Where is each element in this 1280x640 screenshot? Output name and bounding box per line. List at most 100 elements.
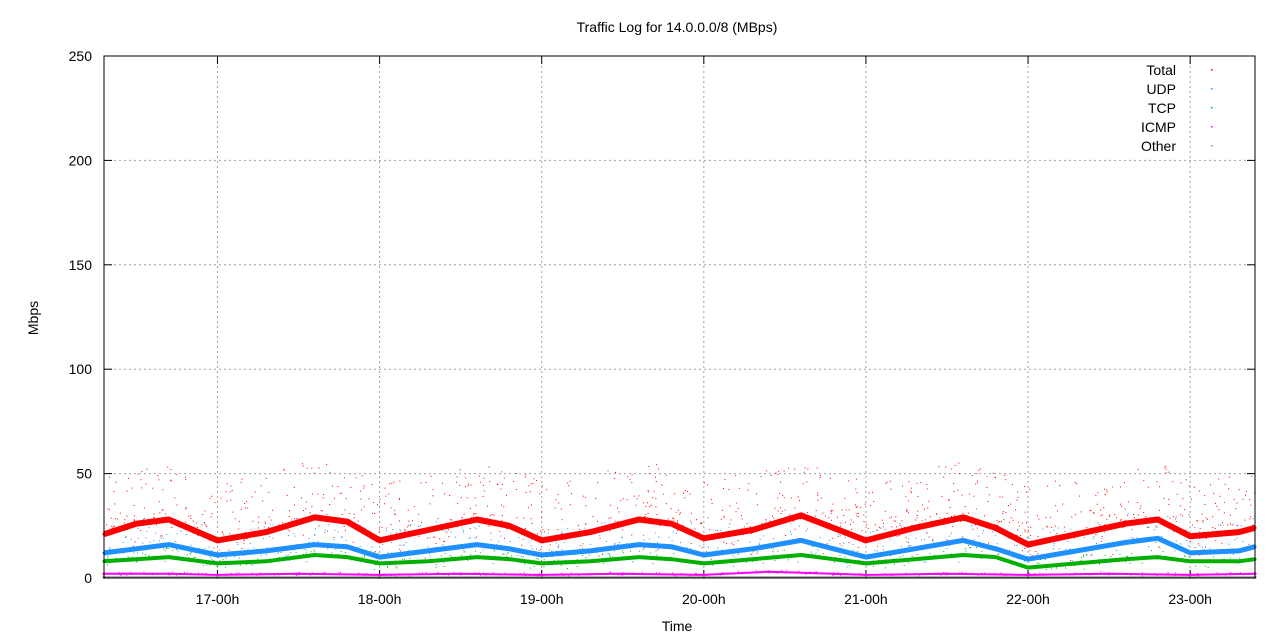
noise-point [437,571,439,573]
noise-point [1025,522,1027,524]
noise-point [158,479,160,481]
data-point [345,520,349,524]
noise-point [371,512,373,514]
noise-point [852,521,854,523]
noise-point [473,512,475,514]
noise-point [491,514,493,516]
noise-point [500,504,502,506]
noise-point [479,574,481,576]
noise-point [1054,525,1056,527]
noise-point [707,546,709,548]
noise-point [343,477,345,479]
noise-point [399,544,401,546]
noise-point [216,565,218,567]
noise-point [371,483,373,485]
data-point [864,561,868,565]
noise-point [403,544,405,546]
noise-point [986,486,988,488]
noise-point [899,556,901,558]
noise-point [1249,499,1251,501]
noise-point [1230,571,1232,573]
noise-point [290,519,292,521]
noise-point [1124,508,1126,510]
noise-point [435,566,437,568]
noise-point [648,473,650,475]
data-point [702,573,706,577]
noise-point [1017,496,1019,498]
noise-point [891,526,893,528]
noise-point [1164,465,1166,467]
noise-point [1218,509,1220,511]
noise-point [282,522,284,524]
noise-point [1023,560,1025,562]
noise-point [467,485,469,487]
noise-point [549,544,551,546]
noise-point [463,531,465,533]
noise-point [726,543,728,545]
noise-point [1232,553,1234,555]
noise-point [487,555,489,557]
noise-point [915,537,917,539]
noise-point [410,524,412,526]
noise-point [236,572,238,574]
noise-point [377,560,379,562]
noise-point [1238,489,1240,491]
noise-point [755,569,757,571]
noise-point [928,500,930,502]
noise-point [1191,524,1193,526]
noise-point [610,504,612,506]
noise-point [399,530,401,532]
noise-point [395,575,397,577]
noise-point [1235,508,1237,510]
noise-point [971,475,973,477]
noise-point [655,572,657,574]
noise-point [244,502,246,504]
noise-point [424,557,426,559]
noise-point [192,520,194,522]
noise-point [1146,526,1148,528]
noise-point [536,575,538,577]
noise-point [306,561,308,563]
noise-point [1172,531,1174,533]
noise-point [893,563,895,565]
noise-point [830,519,832,521]
data-point [215,561,219,565]
noise-point [1074,481,1076,483]
noise-point [965,548,967,550]
noise-point [826,543,828,545]
noise-point [462,529,464,531]
noise-point [820,497,822,499]
noise-point [309,574,311,576]
series-total [102,512,1257,548]
noise-point [206,564,208,566]
noise-point [652,497,654,499]
noise-point [106,524,108,526]
noise-point [601,522,603,524]
noise-point [720,518,722,520]
noise-point [889,480,891,482]
noise-point [474,497,476,499]
noise-point [507,552,509,554]
noise-point [341,492,343,494]
noise-point [1137,468,1139,470]
noise-point [929,553,931,555]
noise-point [384,487,386,489]
data-point [540,553,544,557]
noise-point [1066,540,1068,542]
noise-point [541,485,543,487]
noise-point [226,500,228,502]
noise-point [794,528,796,530]
noise-point [382,543,384,545]
noise-point [483,572,485,574]
noise-point [456,476,458,478]
noise-point [1026,572,1028,574]
noise-point [901,520,903,522]
noise-point [1207,566,1209,568]
noise-point [703,482,705,484]
noise-point [996,543,998,545]
noise-point [1165,472,1167,474]
noise-point [1042,528,1044,530]
noise-point [252,564,254,566]
noise-point [1120,503,1122,505]
